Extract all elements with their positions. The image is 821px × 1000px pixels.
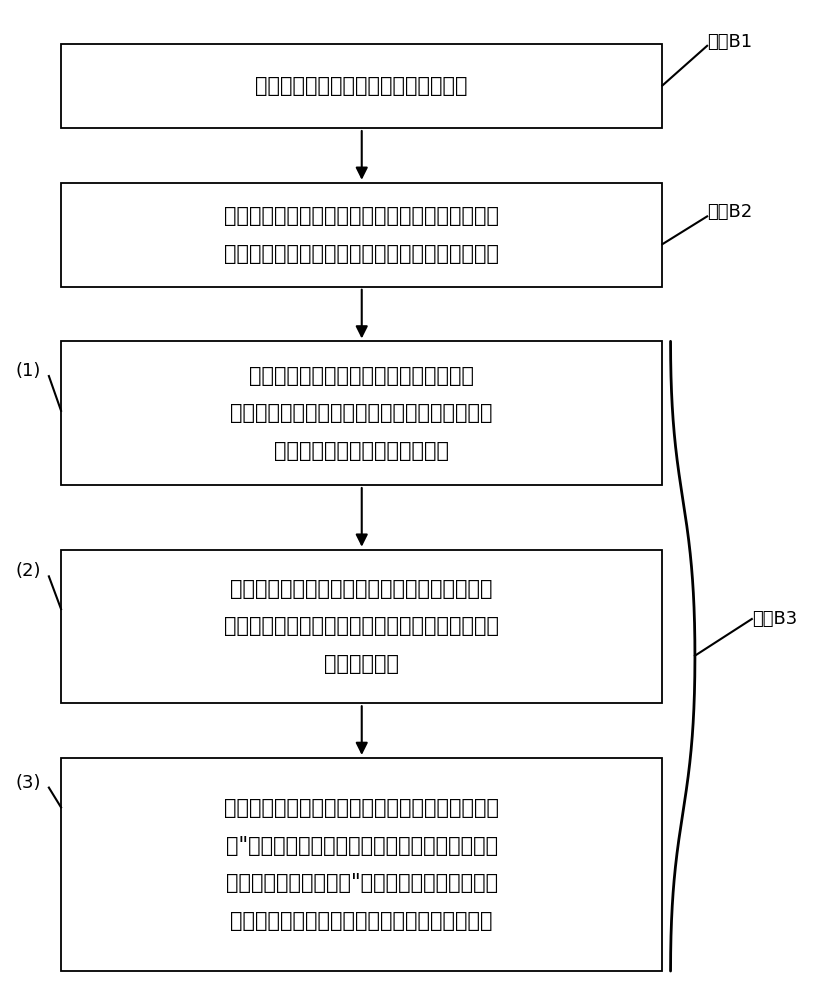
FancyBboxPatch shape — [61, 341, 663, 485]
Text: 站数量和消防指挥车数量，获得节点最大带宽容量: 站数量和消防指挥车数量，获得节点最大带宽容量 — [224, 244, 499, 264]
Text: 由路径，以将该最佳路由路径作为中继路由路径: 由路径，以将该最佳路由路径作为中继路由路径 — [231, 911, 493, 931]
Text: (1): (1) — [16, 362, 41, 380]
FancyBboxPatch shape — [61, 44, 663, 128]
Text: 步骤B3: 步骤B3 — [752, 610, 797, 628]
Text: 根据网络最大带宽容量、消防救援网络中的中继基: 根据网络最大带宽容量、消防救援网络中的中继基 — [224, 206, 499, 226]
FancyBboxPatch shape — [61, 183, 663, 287]
Text: 获取从所述下个基站类节点到可能到达的: 获取从所述下个基站类节点到可能到达的 — [250, 366, 475, 386]
Text: (3): (3) — [16, 774, 41, 792]
Text: 设置带宽容量阈值和网络最大带宽容量: 设置带宽容量阈值和网络最大带宽容量 — [255, 76, 468, 96]
Text: 件"接收待传输的消防数据之后的剩余带宽容量大: 件"接收待传输的消防数据之后的剩余带宽容量大 — [226, 836, 498, 856]
FancyBboxPatch shape — [61, 758, 663, 971]
Text: 消防指挥车的所有可能路由路径，其中，将可能: 消防指挥车的所有可能路由路径，其中，将可能 — [231, 403, 493, 423]
Text: 步骤B2: 步骤B2 — [707, 203, 752, 221]
Text: 计算每条可能路由路径中从所述下个基站类节点: 计算每条可能路由路径中从所述下个基站类节点 — [231, 579, 493, 599]
Text: 到大进行排序: 到大进行排序 — [324, 654, 399, 674]
Text: (2): (2) — [16, 562, 41, 580]
FancyBboxPatch shape — [61, 550, 663, 703]
Text: 于或等于带宽容量阈值"的路由路径确定为最佳路: 于或等于带宽容量阈值"的路由路径确定为最佳路 — [226, 873, 498, 893]
Text: 在排序后的所有可能路由路径中，将第一个满足条: 在排序后的所有可能路由路径中，将第一个满足条 — [224, 798, 499, 818]
Text: 到达的消防指挥车作为目的节点: 到达的消防指挥车作为目的节点 — [274, 441, 449, 461]
Text: 到目的节点的距离，并将计算的所有距离按照从小: 到目的节点的距离，并将计算的所有距离按照从小 — [224, 616, 499, 636]
Text: 步骤B1: 步骤B1 — [707, 33, 752, 51]
